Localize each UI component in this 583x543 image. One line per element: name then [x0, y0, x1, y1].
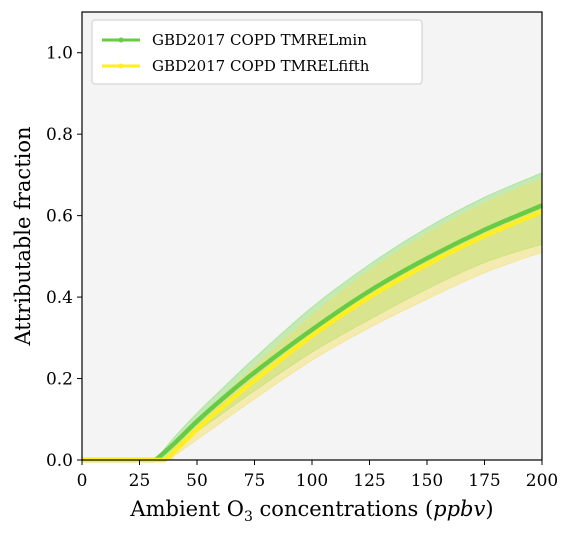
- legend: GBD2017 COPD TMRELmin GBD2017 COPD TMREL…: [91, 19, 423, 85]
- x-tick-label: 0: [77, 471, 88, 491]
- x-axis-label: Ambient O3 concentrations (ppbv): [129, 497, 493, 525]
- y-axis-ticks: 0.0 0.2 0.4 0.6 0.8 1.0: [46, 44, 82, 471]
- series-lines: [82, 203, 543, 463]
- legend-marker-tmrelmin: [118, 37, 124, 43]
- legend-label-tmrelmin: GBD2017 COPD TMRELmin: [152, 31, 367, 49]
- plot-background: [82, 12, 542, 460]
- x-tick-label: 175: [468, 471, 500, 491]
- legend-label-tmrelfifth: GBD2017 COPD TMRELfifth: [152, 57, 370, 75]
- x-tick-label: 200: [526, 471, 558, 491]
- x-tick-label: 75: [244, 471, 266, 491]
- y-tick-label: 0.0: [46, 451, 73, 471]
- y-axis-label: Attributable fraction: [11, 126, 35, 346]
- x-axis-ticks: 0 25 50 75 100 125 150 175 200: [77, 460, 558, 491]
- y-tick-label: 1.0: [46, 44, 73, 64]
- x-tick-label: 150: [411, 471, 443, 491]
- line-series-0: [82, 203, 543, 463]
- x-tick-label: 100: [296, 471, 328, 491]
- legend-box: [91, 19, 423, 85]
- x-tick-label: 125: [353, 471, 385, 491]
- y-tick-label: 0.2: [46, 370, 73, 390]
- line-series-1: [82, 209, 543, 463]
- x-tick-label: 50: [186, 471, 208, 491]
- x-tick-label: 25: [129, 471, 151, 491]
- y-tick-label: 0.4: [46, 288, 73, 308]
- y-tick-label: 0.8: [46, 125, 73, 145]
- y-tick-label: 0.6: [46, 207, 73, 227]
- legend-marker-tmrelfifth: [118, 63, 124, 69]
